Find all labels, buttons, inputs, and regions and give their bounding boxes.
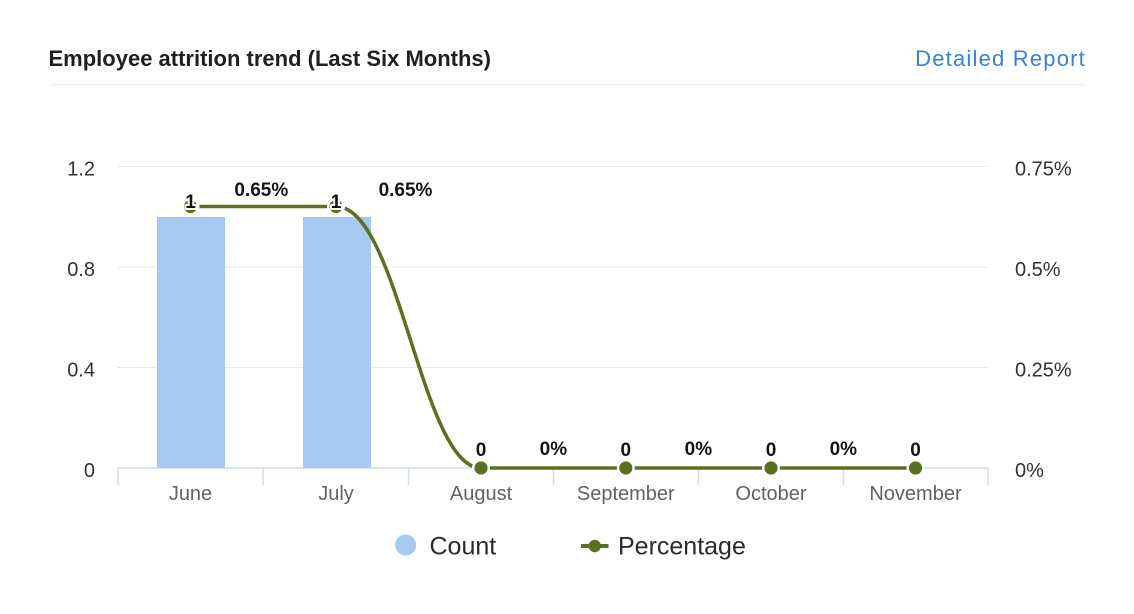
svg-text:November: November	[869, 483, 962, 505]
svg-text:0%: 0%	[540, 439, 568, 460]
svg-text:0: 0	[84, 460, 95, 482]
svg-text:1: 1	[185, 192, 196, 213]
svg-text:Detailed Report: Detailed Report	[915, 46, 1086, 71]
svg-text:0: 0	[766, 440, 777, 461]
svg-text:0.75%: 0.75%	[1015, 159, 1072, 181]
svg-text:August: August	[450, 483, 513, 505]
svg-text:0.65%: 0.65%	[379, 180, 433, 201]
svg-text:0: 0	[476, 440, 487, 461]
svg-text:0.5%: 0.5%	[1015, 259, 1061, 281]
svg-text:1: 1	[331, 192, 342, 213]
svg-text:0.8: 0.8	[67, 259, 95, 281]
svg-text:June: June	[169, 483, 212, 505]
svg-text:July: July	[318, 483, 354, 505]
svg-text:Percentage: Percentage	[618, 533, 746, 561]
svg-text:0%: 0%	[830, 439, 858, 460]
svg-text:Employee attrition trend (Last: Employee attrition trend (Last Six Month…	[49, 46, 491, 71]
svg-text:1.2: 1.2	[67, 159, 95, 181]
svg-text:0%: 0%	[685, 439, 713, 460]
svg-text:0.65%: 0.65%	[234, 180, 288, 201]
svg-text:September: September	[577, 483, 675, 505]
svg-text:0.25%: 0.25%	[1015, 360, 1072, 382]
svg-text:0: 0	[621, 440, 632, 461]
svg-text:0: 0	[910, 440, 921, 461]
svg-text:0.4: 0.4	[67, 360, 95, 382]
svg-text:October: October	[735, 483, 806, 505]
svg-text:Count: Count	[430, 533, 497, 561]
svg-text:0%: 0%	[1015, 460, 1044, 482]
